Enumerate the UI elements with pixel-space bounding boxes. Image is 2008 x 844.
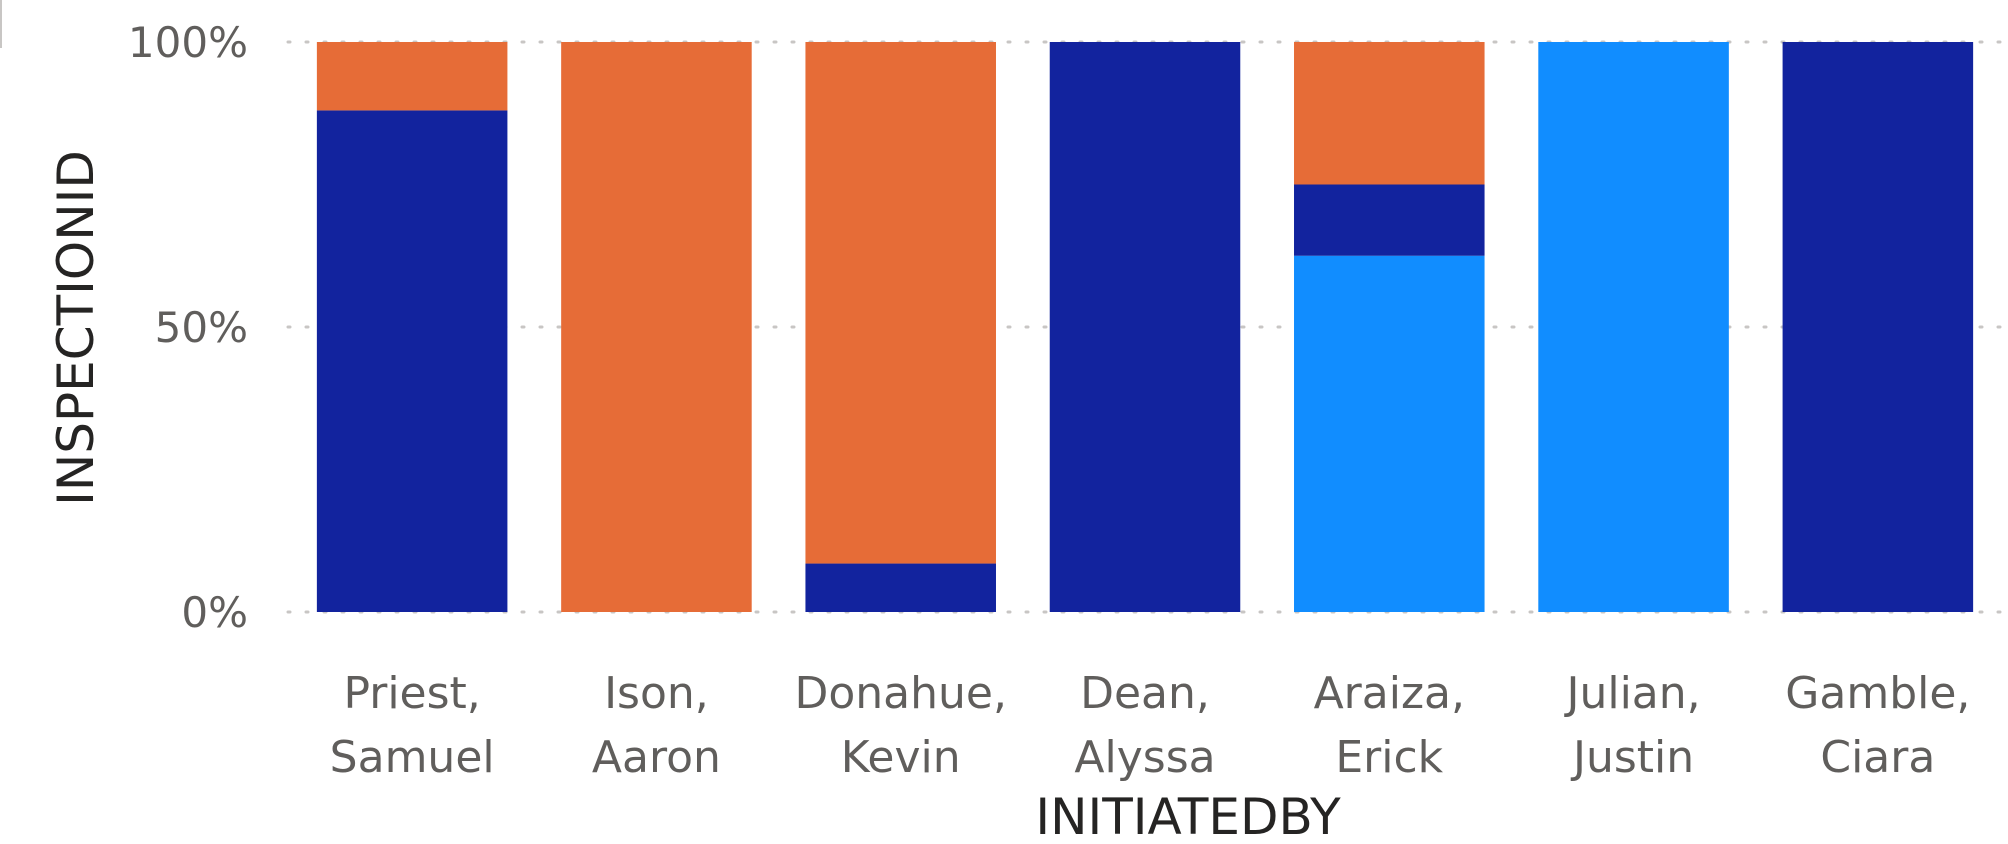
bar-segment	[561, 42, 752, 612]
bar-segment	[1294, 255, 1485, 612]
x-tick-label: Priest, Samuel	[330, 668, 495, 783]
bar-segment	[1538, 42, 1729, 612]
bar-segment	[1049, 42, 1241, 612]
bars	[316, 42, 1974, 613]
y-tick-label: 50%	[155, 303, 248, 352]
x-tick-label: Ison, Aaron	[592, 668, 721, 783]
bar-segment	[1294, 184, 1485, 256]
x-tick-label: Gamble, Ciara	[1785, 668, 1970, 783]
y-axis-title: INSPECTIONID	[47, 150, 105, 506]
x-axis-title: INITIATEDBY	[1035, 788, 1341, 844]
x-tick-label: Araiza, Erick	[1314, 668, 1465, 783]
x-tick-label: Dean, Alyssa	[1074, 668, 1215, 783]
bar-segment	[1294, 42, 1485, 185]
bar-segment	[1782, 42, 1974, 612]
y-tick-label: 0%	[181, 588, 248, 637]
y-tick-label: 100%	[128, 18, 248, 67]
x-tick-label: Donahue, Kevin	[794, 668, 1006, 783]
bar-segment	[316, 110, 508, 613]
x-tick-label: Julian, Justin	[1563, 668, 1700, 783]
y-axis-ticks: 0% 50% 100%	[128, 18, 248, 637]
bar-segment	[316, 42, 508, 111]
bar-segment	[805, 563, 996, 612]
bar-segment	[805, 42, 996, 564]
x-axis-labels: Priest, Samuel Ison, Aaron Donahue, Kevin Dean…	[330, 668, 1971, 783]
frame-edge	[0, 0, 2, 48]
